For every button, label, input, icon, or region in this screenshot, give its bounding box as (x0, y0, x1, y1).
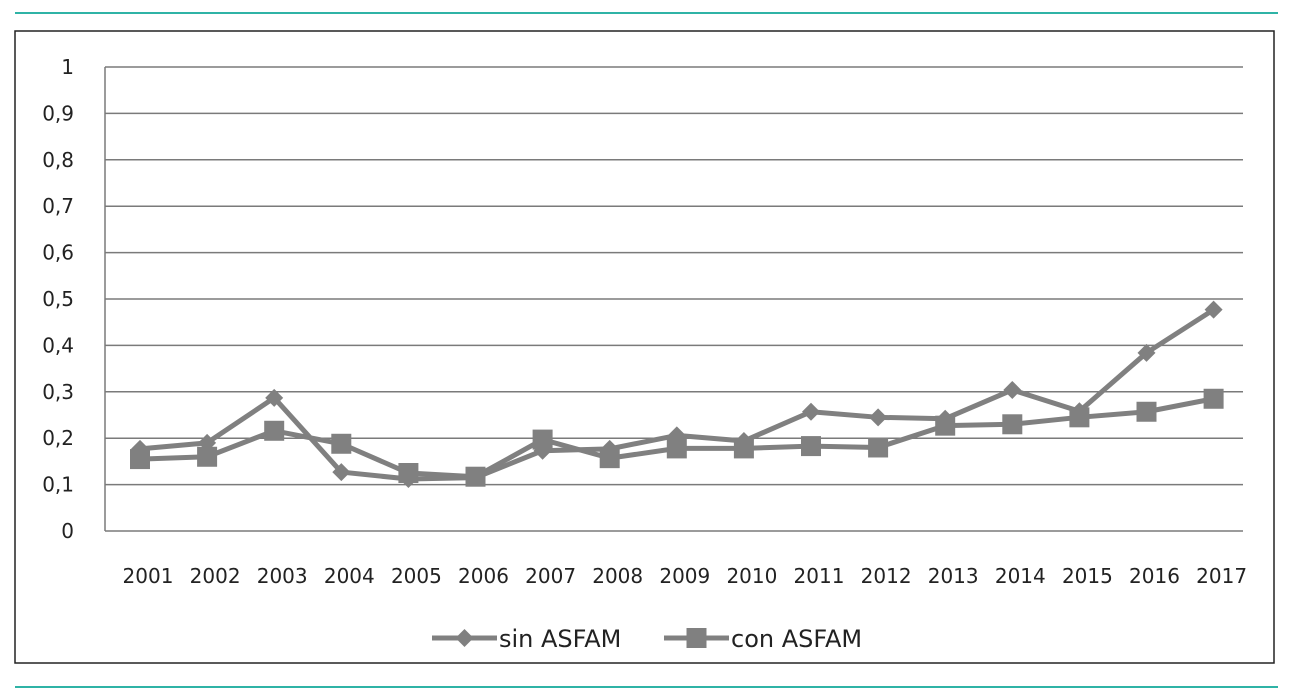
data-point-diamond (332, 463, 351, 482)
x-tick-label: 2007 (525, 564, 576, 588)
x-tick-label: 2002 (190, 564, 241, 588)
x-tick-label: 2016 (1129, 564, 1180, 588)
x-tick-label: 2017 (1196, 564, 1247, 588)
legend-item: con ASFAM (664, 625, 862, 653)
legend: sin ASFAM con ASFAM (432, 625, 862, 653)
data-point-square (1069, 407, 1090, 428)
data-point-square (868, 437, 889, 458)
x-tick-label: 2012 (861, 564, 912, 588)
y-tick-label: 0,5 (42, 287, 74, 311)
x-axis-tick-labels: 2001 2002 2003 2004 2005 2006 2007 2008 2009 2010… (123, 564, 1248, 588)
x-tick-label: 2003 (257, 564, 308, 588)
legend-label: sin ASFAM (499, 625, 621, 653)
data-point-square (264, 420, 285, 441)
y-tick-label: 0,7 (42, 194, 74, 218)
x-tick-label: 2011 (794, 564, 845, 588)
series-square (130, 388, 1224, 487)
x-tick-label: 2014 (995, 564, 1046, 588)
data-point-square (733, 438, 754, 459)
data-point-square (465, 466, 486, 487)
data-point-square (1203, 388, 1224, 409)
y-tick-label: 0 (61, 519, 74, 543)
y-tick-label: 0,2 (42, 426, 74, 450)
legend-label: con ASFAM (731, 625, 862, 653)
data-point-diamond (802, 402, 820, 421)
x-tick-label: 2013 (928, 564, 979, 588)
data-point-square (801, 436, 821, 457)
y-tick-label: 0,9 (42, 101, 74, 125)
data-point-square (1136, 401, 1157, 422)
data-point-diamond (1003, 380, 1022, 399)
data-point-diamond (1204, 300, 1223, 319)
y-tick-label: 0,1 (42, 473, 74, 497)
x-tick-label: 2001 (123, 564, 174, 588)
data-point-square (130, 449, 150, 470)
x-tick-label: 2009 (659, 564, 710, 588)
data-point-diamond (265, 388, 284, 407)
data-point-square (1002, 414, 1023, 435)
data-point-diamond (869, 408, 888, 427)
x-tick-label: 2005 (391, 564, 442, 588)
data-point-square (197, 446, 218, 467)
chart-frame (14, 30, 1275, 664)
x-tick-label: 2004 (324, 564, 375, 588)
legend-item: sin ASFAM (432, 625, 621, 653)
x-tick-label: 2006 (458, 564, 509, 588)
y-tick-label: 0,8 (42, 148, 74, 172)
data-point-square (532, 429, 553, 450)
x-tick-label: 2015 (1062, 564, 1113, 588)
x-tick-label: 2008 (592, 564, 643, 588)
legend-marker-square (686, 628, 707, 648)
y-tick-label: 1 (61, 55, 74, 79)
y-tick-label: 0,4 (42, 333, 74, 357)
y-axis-tick-labels: 0 0,1 0,2 0,3 0,4 0,5 0,6 0,7 0,8 0,9 1 (42, 55, 74, 543)
legend-marker-diamond (455, 629, 474, 647)
series-lines (130, 300, 1224, 489)
data-point-square (398, 463, 419, 483)
x-tick-label: 2010 (726, 564, 777, 588)
y-tick-label: 0,3 (42, 380, 74, 404)
gridlines (104, 66, 1243, 532)
data-point-square (666, 438, 687, 459)
data-point-square (935, 415, 956, 436)
data-point-square (331, 433, 352, 454)
data-point-diamond (1137, 343, 1156, 362)
y-tick-label: 0,6 (42, 241, 74, 265)
data-point-square (599, 448, 620, 469)
